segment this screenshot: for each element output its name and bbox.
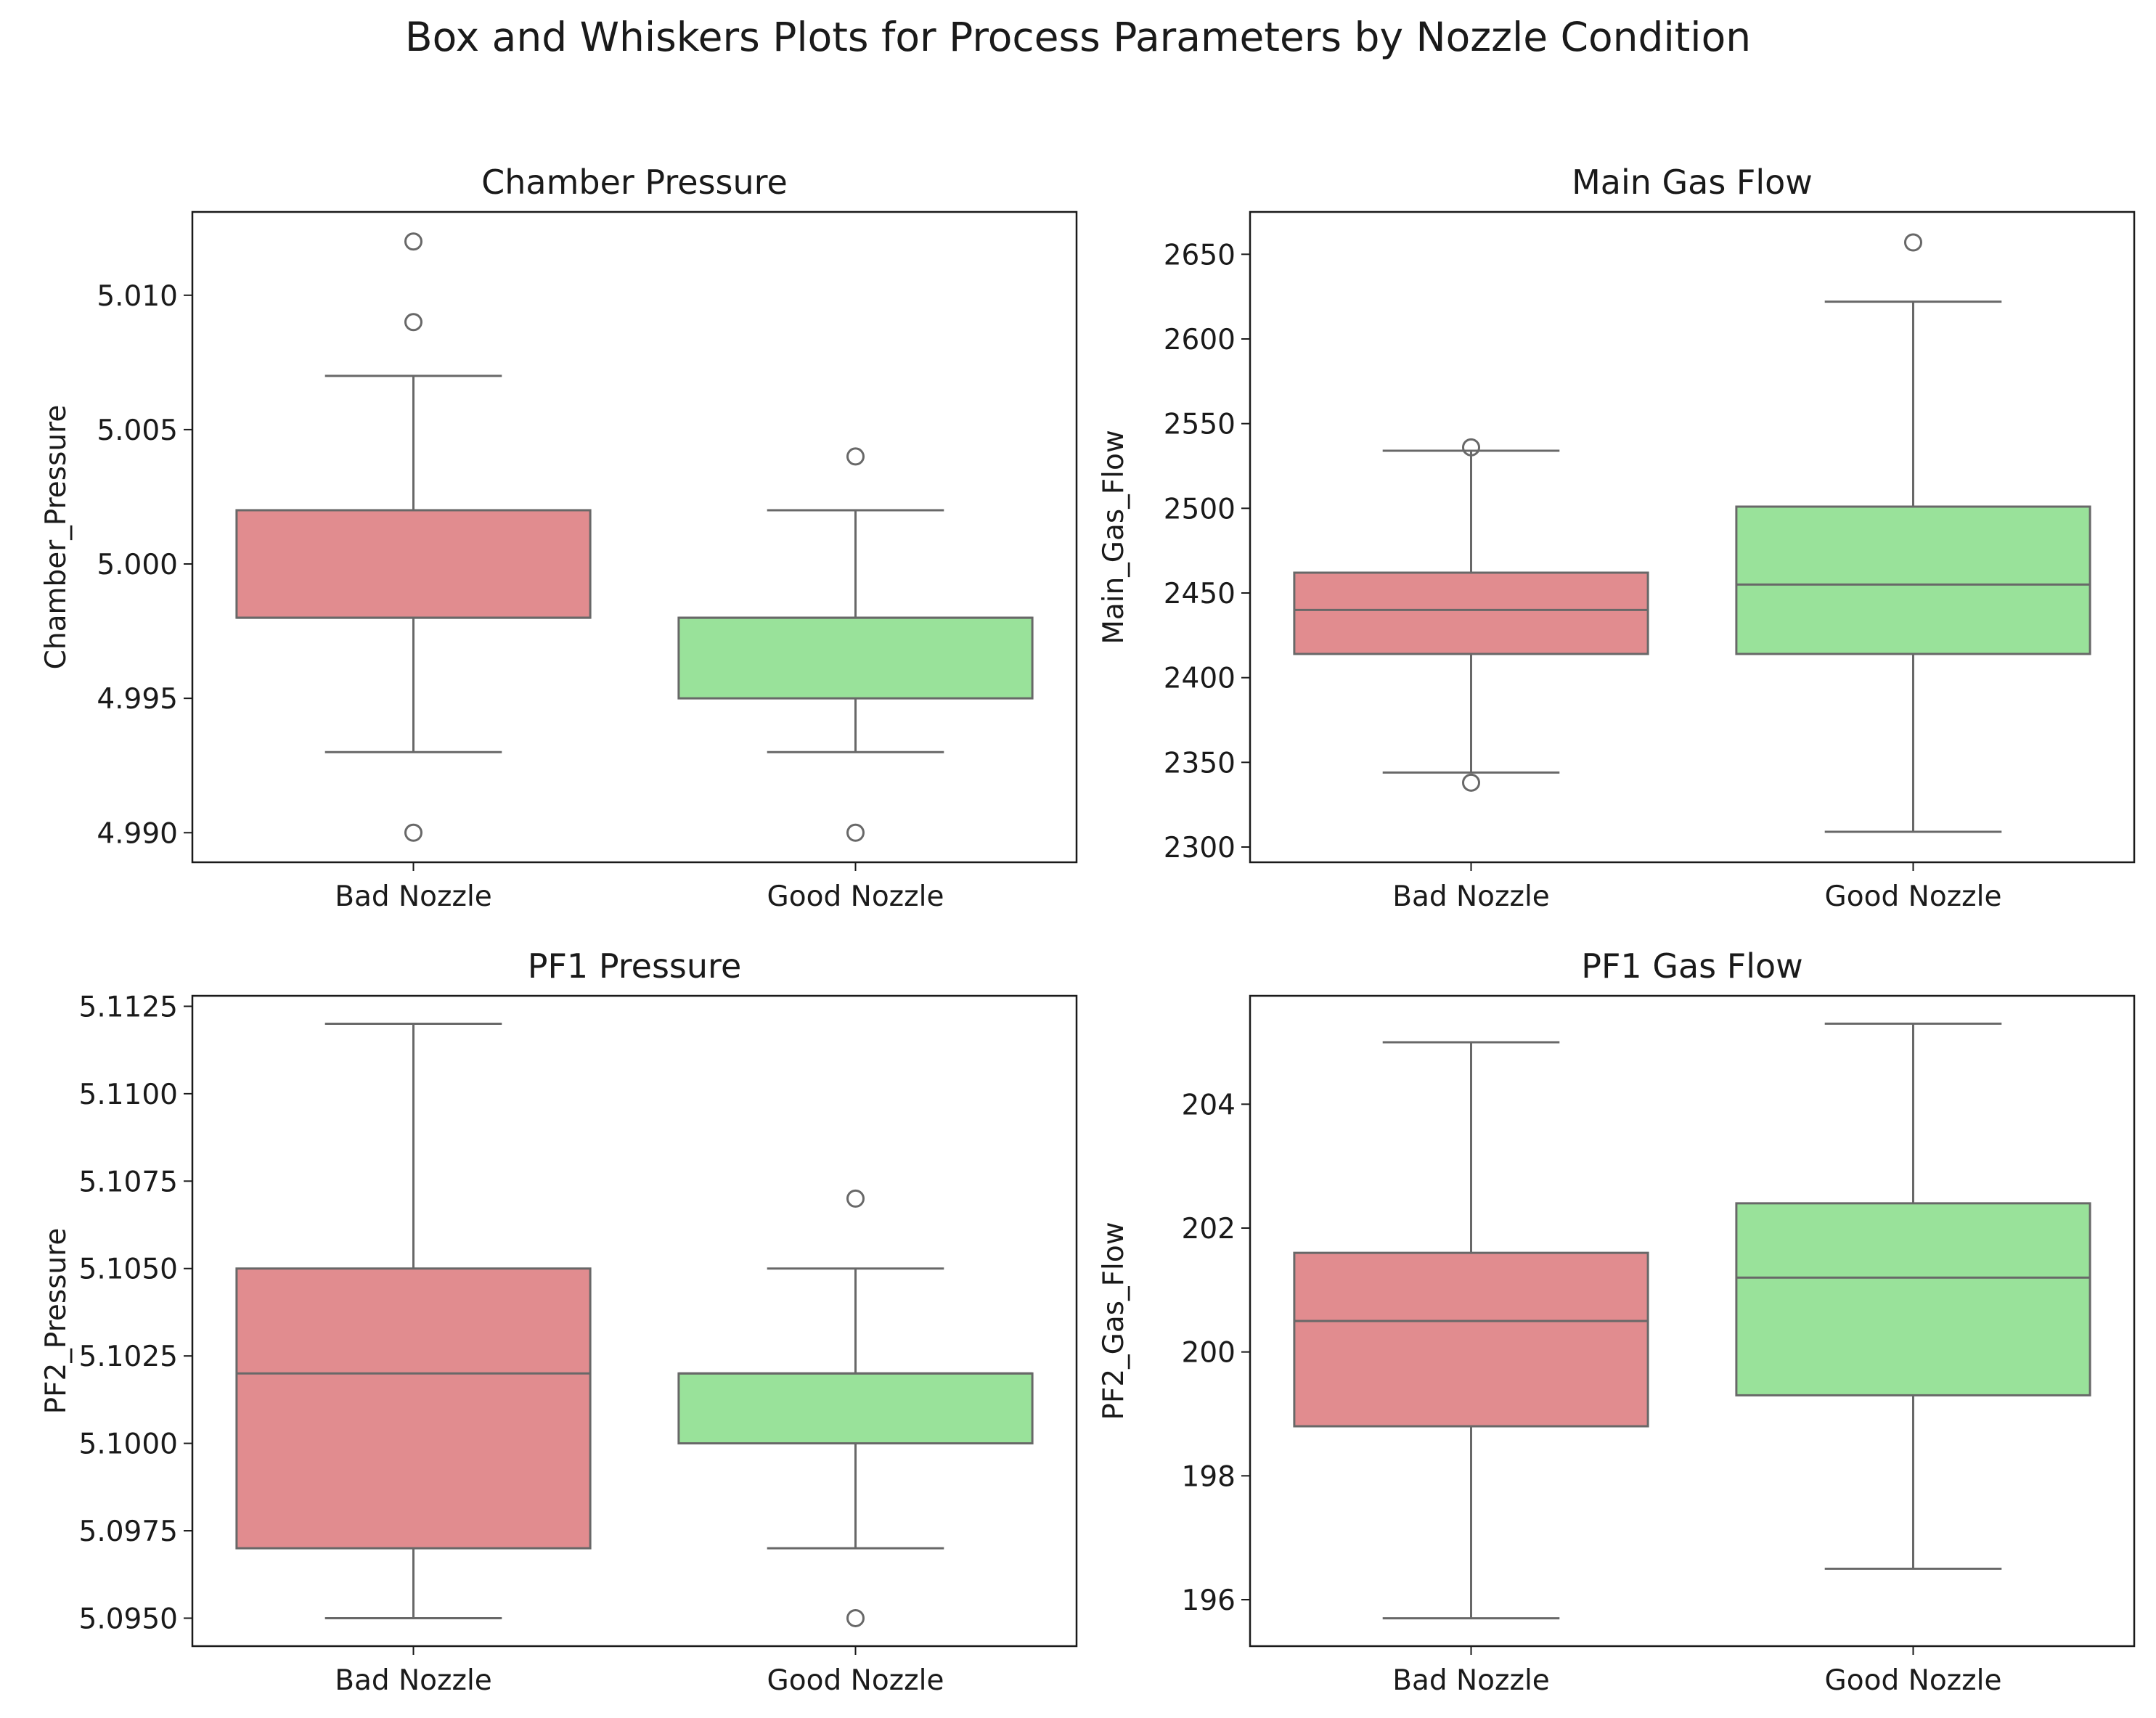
y-tick-label: 5.1050 [79,1253,178,1286]
y-tick-label: 5.005 [97,414,178,447]
y-tick-label: 202 [1182,1213,1236,1245]
y-tick-label: 2400 [1164,663,1236,695]
boxplot-panel: PF1 Pressure PF2_Pressure 5.0950 5.0975 5.10… [40,946,1078,1697]
x-tick-label: Bad Nozzle [335,880,492,913]
y-tick-label: 5.0950 [79,1603,178,1635]
plot-frame [191,994,1078,1648]
plot-frame [1249,210,2136,864]
iqr-box [677,616,1034,700]
outlier-point [404,232,422,251]
plot-frame [191,210,1078,864]
y-tick-label: 5.0975 [79,1515,178,1548]
outlier-point [846,1189,865,1208]
boxplot-panel: PF1 Gas Flow PF2_Gas_Flow 196 198 200 202 204 B… [1098,946,2136,1697]
x-tick-label: Good Nozzle [1825,1664,2002,1697]
outlier-point [846,823,865,842]
y-tick-label: 2550 [1164,409,1236,441]
box-bad-nozzle [235,1023,592,1619]
y-tick-label: 5.1075 [79,1166,178,1198]
y-tick-label: 5.010 [97,280,178,313]
y-axis-label: Chamber_Pressure [40,405,73,670]
plot-frame [1249,994,2136,1648]
panel-title: PF1 Pressure [528,946,742,986]
outlier-point [404,823,422,842]
y-tick-label: 196 [1182,1584,1236,1617]
y-tick-label: 5.1000 [79,1428,178,1461]
y-tick-label: 2450 [1164,578,1236,610]
outlier-point [1462,773,1480,792]
box-bad-nozzle [235,232,592,842]
panel-title: PF1 Gas Flow [1581,946,1803,986]
iqr-box [1735,1202,2091,1396]
y-tick-label: 2650 [1164,239,1236,271]
x-tick-label: Bad Nozzle [1392,1664,1550,1697]
outlier-point [1462,438,1480,457]
panel-title: Chamber Pressure [481,163,788,202]
iqr-box [235,509,592,619]
figure-title: Box and Whiskers Plots for Process Param… [405,14,1751,60]
iqr-box [1735,505,2091,655]
box-good-nozzle [677,1189,1034,1627]
y-axis-label: Main_Gas_Flow [1098,430,1130,645]
iqr-box [677,1372,1034,1445]
y-tick-label: 4.995 [97,683,178,716]
y-axis-label: PF2_Gas_Flow [1098,1222,1130,1420]
y-tick-label: 2300 [1164,832,1236,864]
y-tick-label: 5.1100 [79,1079,178,1111]
y-tick-label: 5.1025 [79,1341,178,1373]
x-tick-label: Bad Nozzle [335,1664,492,1697]
box-bad-nozzle [1293,1041,1649,1620]
y-axis-label: PF2_Pressure [40,1228,73,1415]
boxplot-panel: Main Gas Flow Main_Gas_Flow 2300 2350 2400 24… [1098,163,2136,913]
y-tick-label: 198 [1182,1460,1236,1493]
outlier-point [404,313,422,332]
y-tick-label: 4.990 [97,817,178,850]
x-tick-label: Good Nozzle [767,880,944,913]
y-tick-label: 5.1125 [79,991,178,1023]
x-tick-label: Bad Nozzle [1392,880,1550,913]
y-tick-label: 2350 [1164,747,1236,780]
outlier-point [1904,233,1922,252]
box-good-nozzle [1735,233,2091,833]
box-good-nozzle [677,447,1034,842]
y-tick-label: 2500 [1164,493,1236,525]
boxplot-panel: Chamber Pressure Chamber_Pressure 4.990 4.9… [40,163,1078,913]
y-tick-label: 5.000 [97,549,178,581]
y-tick-label: 2600 [1164,324,1236,356]
x-tick-label: Good Nozzle [1825,880,2002,913]
box-good-nozzle [1735,1022,2091,1570]
box-bad-nozzle [1293,438,1649,792]
outlier-point [846,1608,865,1627]
iqr-box [1293,1251,1649,1428]
x-tick-label: Good Nozzle [767,1664,944,1697]
panel-title: Main Gas Flow [1572,163,1813,202]
outlier-point [846,447,865,466]
y-tick-label: 200 [1182,1337,1236,1370]
iqr-box [1293,571,1649,655]
iqr-box [235,1267,592,1550]
y-tick-label: 204 [1182,1089,1236,1121]
